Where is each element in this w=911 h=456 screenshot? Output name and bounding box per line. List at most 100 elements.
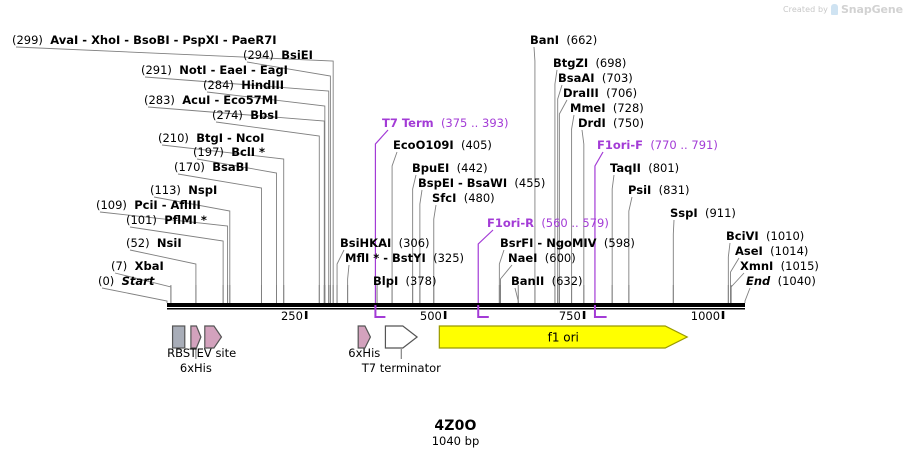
site-position: (698): [595, 56, 627, 70]
site-position: (442): [456, 161, 488, 175]
site-label-bbsi[interactable]: (274) BbsI: [212, 109, 278, 121]
enzyme-name: BsaBI: [212, 160, 249, 174]
site-label-start[interactable]: (0) Start: [98, 274, 155, 288]
site-position: (703): [601, 71, 633, 85]
feature-box-rbs[interactable]: [171, 325, 186, 349]
leader-line: [477, 229, 494, 303]
enzyme-name: DraIII: [563, 86, 599, 100]
site-label-bspei-group[interactable]: BspEI - BsaWI (455): [418, 176, 546, 190]
site-label-f1ori-r[interactable]: F1ori-R (560 .. 579): [487, 216, 609, 230]
site-position: (284): [203, 78, 234, 92]
sequence-length-label: 1040 bp: [431, 434, 480, 448]
site-label-bsiei[interactable]: (294) BsiEI: [243, 48, 313, 62]
site-label-draiii[interactable]: DraIII (706): [563, 86, 637, 100]
site-label-bcivi[interactable]: BciVI (1010): [726, 230, 804, 242]
ruler-tick-mark: [582, 311, 586, 319]
name-separator: -: [379, 251, 393, 265]
leader-line: [196, 158, 277, 303]
enzyme-name: TaqII: [610, 161, 641, 175]
feature-arrow-6xhis[interactable]: [357, 325, 372, 349]
site-label-bsaai[interactable]: BsaAI (703): [558, 71, 633, 85]
leader-line: [672, 219, 675, 303]
site-label-nspi[interactable]: (113) NspI: [150, 183, 218, 197]
site-label-xmni[interactable]: XmnI (1015): [740, 260, 819, 272]
leader-line: [391, 151, 398, 303]
enzyme-name: End: [746, 274, 771, 288]
leader-line: [153, 196, 231, 303]
feature-arrow-f1-ori[interactable]: [438, 325, 689, 349]
leader-line: [533, 46, 536, 303]
ruler-label-500: 500: [419, 309, 442, 323]
leader-line: [554, 69, 558, 303]
feature-caption-6xhis: 6xHis: [348, 346, 381, 360]
enzyme-name: AcuI: [182, 93, 211, 107]
name-separator: -: [533, 236, 547, 250]
site-label-blpi[interactable]: BlpI (378): [373, 274, 437, 288]
site-label-drdi[interactable]: DrdI (750): [578, 117, 644, 129]
leader-line: [594, 151, 604, 303]
site-position: (306): [398, 236, 430, 250]
site-label-avai-group[interactable]: (299) AvaI - XhoI - BsoBI - PspXI - PaeR…: [12, 33, 276, 47]
name-separator: -: [78, 33, 92, 47]
axis-baseline: [167, 308, 745, 310]
site-label-end[interactable]: End (1040): [746, 274, 816, 288]
site-position: (1014): [770, 244, 809, 258]
site-position: (600): [544, 251, 576, 265]
site-label-sspi[interactable]: SspI (911): [670, 207, 736, 219]
enzyme-name: NspI: [188, 183, 218, 197]
leader-line: [101, 287, 168, 303]
enzyme-name: BclI *: [231, 145, 266, 159]
site-label-btgi-group[interactable]: (210) BtgI - NcoI: [158, 132, 264, 144]
leader-line: [581, 129, 585, 303]
leader-line: [611, 174, 615, 303]
site-label-bsabi[interactable]: (170) BsaBI: [174, 160, 249, 174]
enzyme-name: BlpI: [373, 274, 399, 288]
site-label-psii[interactable]: PsiI (831): [628, 184, 690, 196]
site-position: (632): [551, 274, 583, 288]
enzyme-name: Start: [121, 274, 155, 288]
leader-line: [147, 106, 325, 303]
site-position: (283): [144, 93, 175, 107]
feature-arrow-tev-site[interactable]: [204, 325, 223, 349]
site-label-mmei[interactable]: MmeI (728): [570, 102, 644, 114]
site-label-xbai[interactable]: (7) XbaI: [111, 259, 164, 273]
site-position: (378): [405, 274, 437, 288]
site-position: (294): [243, 48, 274, 62]
site-label-asei[interactable]: AseI (1014): [735, 244, 809, 258]
enzyme-name: BsrFI: [500, 236, 534, 250]
site-label-naei[interactable]: NaeI (600): [508, 251, 576, 265]
site-label-bani[interactable]: BanI (662): [530, 34, 597, 46]
site-label-bsrfi-group[interactable]: BsrFI - NgoMIV (598): [500, 236, 635, 250]
enzyme-name: SfcI: [432, 191, 457, 205]
site-label-pflmi[interactable]: (101) PflMI *: [126, 214, 207, 226]
site-label-hindiii[interactable]: (284) HindIII: [203, 78, 284, 92]
site-position: (455): [514, 176, 546, 190]
feature-caption-6xhis: 6xHis: [179, 361, 212, 375]
site-label-bpuei[interactable]: BpuEI (442): [412, 161, 488, 175]
leader-line: [412, 174, 417, 303]
site-label-sfci[interactable]: SfcI (480): [432, 191, 495, 205]
leader-line: [129, 226, 224, 303]
site-label-nsii[interactable]: (52) NsiI: [126, 237, 182, 249]
site-label-noti-group[interactable]: (291) NotI - EaeI - EagI: [141, 64, 288, 76]
site-label-bsihkai[interactable]: BsiHKAI (306): [340, 236, 430, 250]
site-label-banii[interactable]: BanII (632): [511, 274, 583, 288]
enzyme-name: F1ori-R: [487, 216, 534, 230]
sequence-axis: [167, 303, 745, 319]
site-label-bcli[interactable]: (197) BclI *: [193, 145, 266, 159]
feature-arrow-t7-terminator[interactable]: [384, 325, 419, 349]
site-label-btgzi[interactable]: BtgZI (698): [553, 56, 627, 70]
site-label-acui-group[interactable]: (283) AcuI - Eco57MI: [144, 93, 278, 107]
enzyme-name: BspEI: [418, 176, 454, 190]
site-label-taqii[interactable]: TaqII (801): [610, 161, 679, 175]
enzyme-name: F1ori-F: [597, 138, 643, 152]
site-label-t7term[interactable]: T7 Term (375 .. 393): [382, 117, 508, 129]
site-position: (7): [111, 259, 128, 273]
site-label-pcii-group[interactable]: (109) PciI - AflIII: [96, 198, 201, 212]
site-position: (480): [463, 191, 495, 205]
feature-arrow-6xhis[interactable]: [190, 325, 202, 349]
site-label-mfli-group[interactable]: MflI * - BstYI (325): [345, 251, 464, 265]
site-label-ecoo109i[interactable]: EcoO109I (405): [393, 139, 492, 151]
enzyme-name: PciI: [134, 198, 158, 212]
site-label-f1ori-f[interactable]: F1ori-F (770 .. 791): [597, 138, 718, 152]
